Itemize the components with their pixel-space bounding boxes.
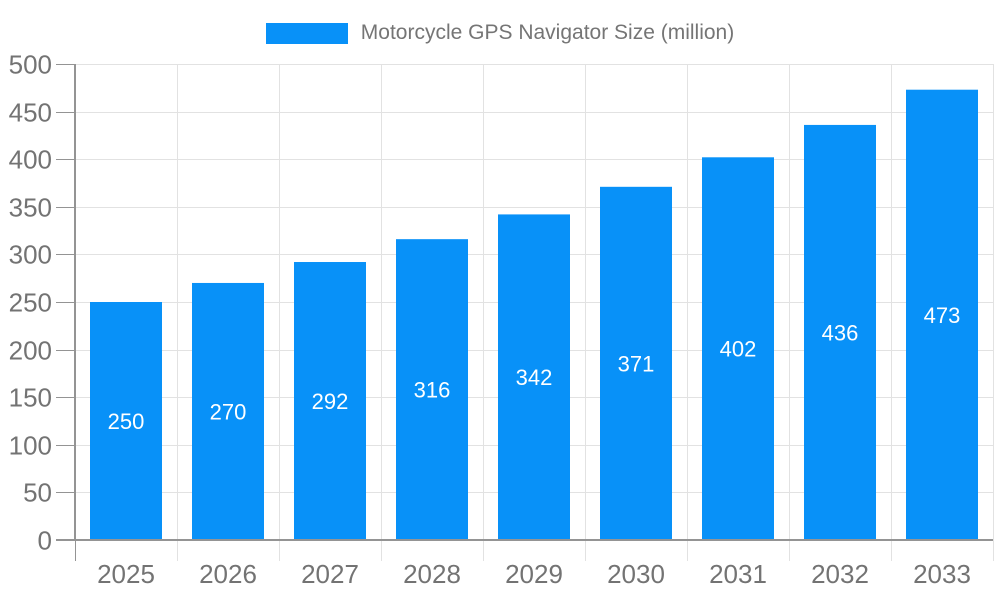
y-tick-label: 150 [9, 383, 52, 413]
bar-value-label: 316 [414, 378, 451, 403]
bar-2026[interactable] [192, 282, 264, 540]
bar-value-label: 270 [210, 399, 247, 424]
y-tick-label: 500 [9, 50, 52, 80]
bar-2031[interactable] [702, 157, 774, 540]
y-tick-label: 250 [9, 288, 52, 318]
y-tick-label: 0 [38, 526, 52, 556]
legend[interactable]: Motorcycle GPS Navigator Size (million) [0, 22, 1000, 44]
x-tick-label: 2028 [403, 559, 461, 589]
legend-label: Motorcycle GPS Navigator Size (million) [360, 21, 735, 44]
bar-2033[interactable] [906, 89, 978, 540]
y-tick-label: 200 [9, 336, 52, 366]
x-tick-label: 2025 [97, 559, 155, 589]
bar-value-label: 292 [312, 389, 349, 414]
x-tick-label: 2026 [199, 559, 257, 589]
bar-value-label: 402 [720, 337, 757, 362]
y-tick-label: 50 [23, 478, 52, 508]
bar-2025[interactable] [90, 302, 162, 540]
x-tick-label: 2031 [709, 559, 767, 589]
bar-2028[interactable] [396, 239, 468, 540]
y-tick-label: 100 [9, 431, 52, 461]
bar-2029[interactable] [498, 214, 570, 540]
bar-2032[interactable] [804, 124, 876, 540]
bar-2030[interactable] [600, 186, 672, 541]
x-tick-label: 2033 [913, 559, 971, 589]
legend-swatch [265, 22, 348, 44]
bar-value-label: 436 [822, 320, 859, 345]
x-tick-label: 2030 [607, 559, 665, 589]
y-tick-label: 400 [9, 145, 52, 175]
bar-2027[interactable] [294, 262, 366, 540]
x-tick-label: 2029 [505, 559, 563, 589]
bar-value-label: 371 [618, 351, 655, 376]
y-tick-label: 300 [9, 240, 52, 270]
bar-value-label: 250 [108, 409, 145, 434]
bar-value-label: 473 [924, 303, 961, 328]
x-tick-label: 2027 [301, 559, 359, 589]
y-tick-label: 450 [9, 98, 52, 128]
x-tick-label: 2032 [811, 559, 869, 589]
y-tick-label: 350 [9, 193, 52, 223]
bar-value-label: 342 [516, 365, 553, 390]
